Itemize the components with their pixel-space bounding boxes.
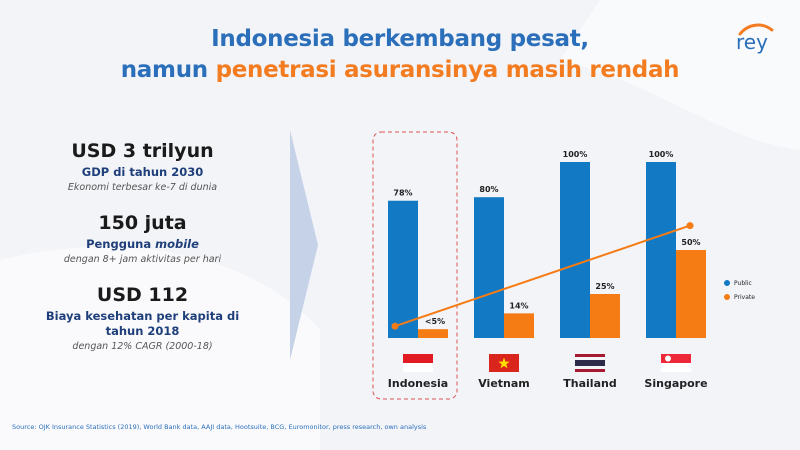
flag-indonesia-icon (403, 354, 433, 372)
x-label-singapore: Singapore (644, 377, 707, 390)
title-line-2-prefix: namun (120, 57, 216, 83)
x-label-thailand: Thailand (563, 377, 616, 390)
x-label-vietnam: Vietnam (478, 377, 530, 390)
stat-label: Pengguna mobile (25, 237, 260, 252)
brand-logo: rey (736, 22, 780, 58)
data-label-private-vietnam: 14% (509, 301, 528, 310)
x-label-indonesia: Indonesia (388, 377, 448, 390)
arrow-chevron (290, 130, 318, 360)
legend-swatch-private (724, 294, 730, 300)
logo-arc-icon (738, 23, 774, 36)
trend-line-start-marker (391, 322, 399, 330)
flag-thailand-icon (575, 354, 605, 372)
stat-note: dengan 12% CAGR (2000-18) (72, 341, 213, 352)
data-label-public-singapore: 100% (649, 150, 674, 159)
bar-public-vietnam (474, 197, 504, 338)
data-label-public-indonesia: 78% (393, 189, 412, 198)
bar-private-vietnam (504, 313, 534, 338)
stat-gdp: USD 3 trilyun GDP di tahun 2030 Ekonomi … (25, 140, 260, 193)
trend-line (394, 224, 691, 328)
trend-line-end-marker (686, 222, 694, 230)
bar-public-indonesia (388, 200, 418, 338)
bar-private-indonesia (418, 329, 448, 338)
legend-label-private: Private (734, 294, 755, 301)
bar-private-singapore (676, 250, 706, 338)
stat-value: USD 3 trilyun (71, 140, 214, 162)
title-line-1: Indonesia berkembang pesat, (211, 26, 589, 52)
stat-note: Ekonomi terbesar ke-7 di dunia (67, 182, 218, 193)
stat-label-emphasis: mobile (155, 237, 199, 251)
stat-label: Biaya kesehatan per kapita di tahun 2018 (45, 309, 240, 338)
data-label-public-thailand: 100% (563, 150, 588, 159)
source-note: Source: OJK Insurance Statistics (2019),… (12, 423, 427, 431)
stat-value: 150 juta (98, 212, 187, 234)
flag-vietnam-icon (489, 354, 519, 372)
stat-mobile-users: 150 juta Pengguna mobile dengan 8+ jam a… (25, 212, 260, 265)
stat-label-prefix: Pengguna (86, 237, 156, 251)
data-label-private-indonesia: <5% (425, 317, 445, 326)
bar-public-singapore (646, 162, 676, 338)
stat-note: dengan 8+ jam aktivitas per hari (63, 254, 222, 265)
stat-health-cost: USD 112 Biaya kesehatan per kapita di ta… (25, 284, 260, 352)
legend-swatch-public (724, 280, 730, 286)
data-label-private-thailand: 25% (595, 282, 614, 291)
flag-singapore-icon (661, 354, 691, 372)
title-line-2-accent: penetrasi asuransinya masih rendah (215, 57, 680, 83)
highlight-box (372, 131, 458, 400)
data-label-private-singapore: 50% (681, 238, 700, 247)
bar-private-thailand (590, 294, 620, 338)
stat-label: GDP di tahun 2030 (81, 165, 204, 179)
logo-text: rey (736, 30, 768, 54)
legend-label-public: Public (734, 280, 752, 287)
title-line-2: namun penetrasi asuransinya masih rendah (0, 57, 800, 83)
data-label-public-vietnam: 80% (479, 185, 498, 194)
bar-public-thailand (560, 162, 590, 338)
stat-value: USD 112 (96, 284, 189, 306)
